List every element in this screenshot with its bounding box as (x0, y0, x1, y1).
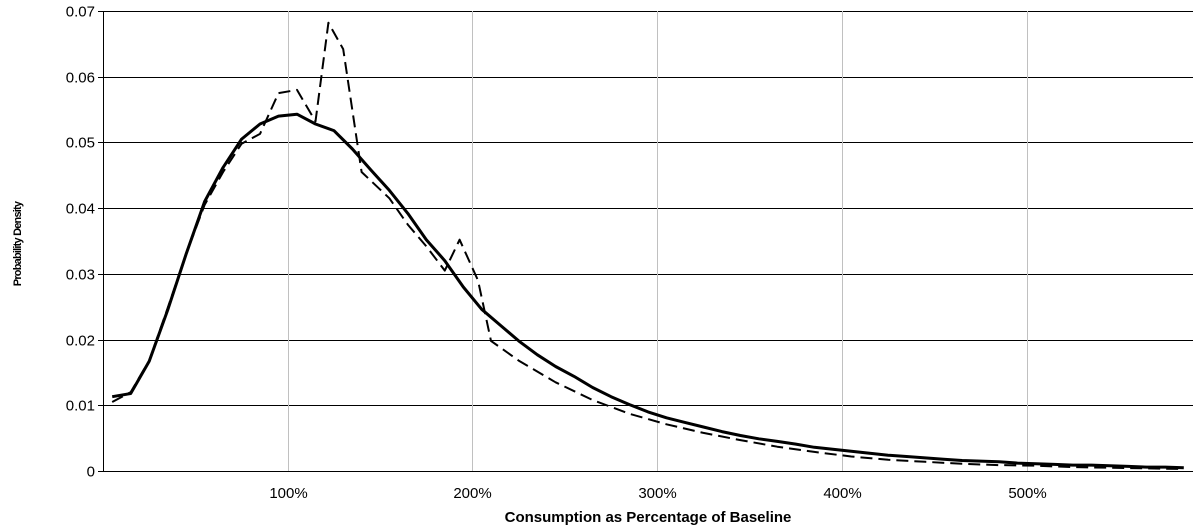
grid (98, 11, 1193, 472)
solid-series-line (111, 112, 1184, 470)
x-tick-label: 100% (269, 485, 307, 502)
y-tick-label: 0.05 (66, 135, 95, 152)
y-tick-label: 0.03 (66, 267, 95, 284)
y-axis-title: Probability Density (12, 200, 24, 286)
y-tick-label: 0.06 (66, 70, 95, 87)
x-axis-title: Consumption as Percentage of Baseline (505, 509, 792, 526)
x-tick-labels: 100% 200% 300% 400% 500% (269, 485, 1046, 502)
dashed-series-line (111, 21, 1184, 470)
y-tick-label: 0.01 (66, 398, 95, 415)
y-tick-label: 0.04 (66, 201, 95, 218)
y-tick-label: 0.07 (66, 4, 95, 21)
y-tick-label: 0.02 (66, 333, 95, 350)
x-tick-label: 300% (638, 485, 676, 502)
x-tick-label: 200% (453, 485, 491, 502)
series-group (111, 21, 1184, 470)
y-tick-label: 0 (87, 464, 95, 481)
y-tick-labels: 0 0.01 0.02 0.03 0.04 0.05 0.06 0.07 (66, 4, 95, 481)
x-tick-label: 500% (1008, 485, 1046, 502)
x-tick-label: 400% (823, 485, 861, 502)
axes (103, 11, 1193, 472)
